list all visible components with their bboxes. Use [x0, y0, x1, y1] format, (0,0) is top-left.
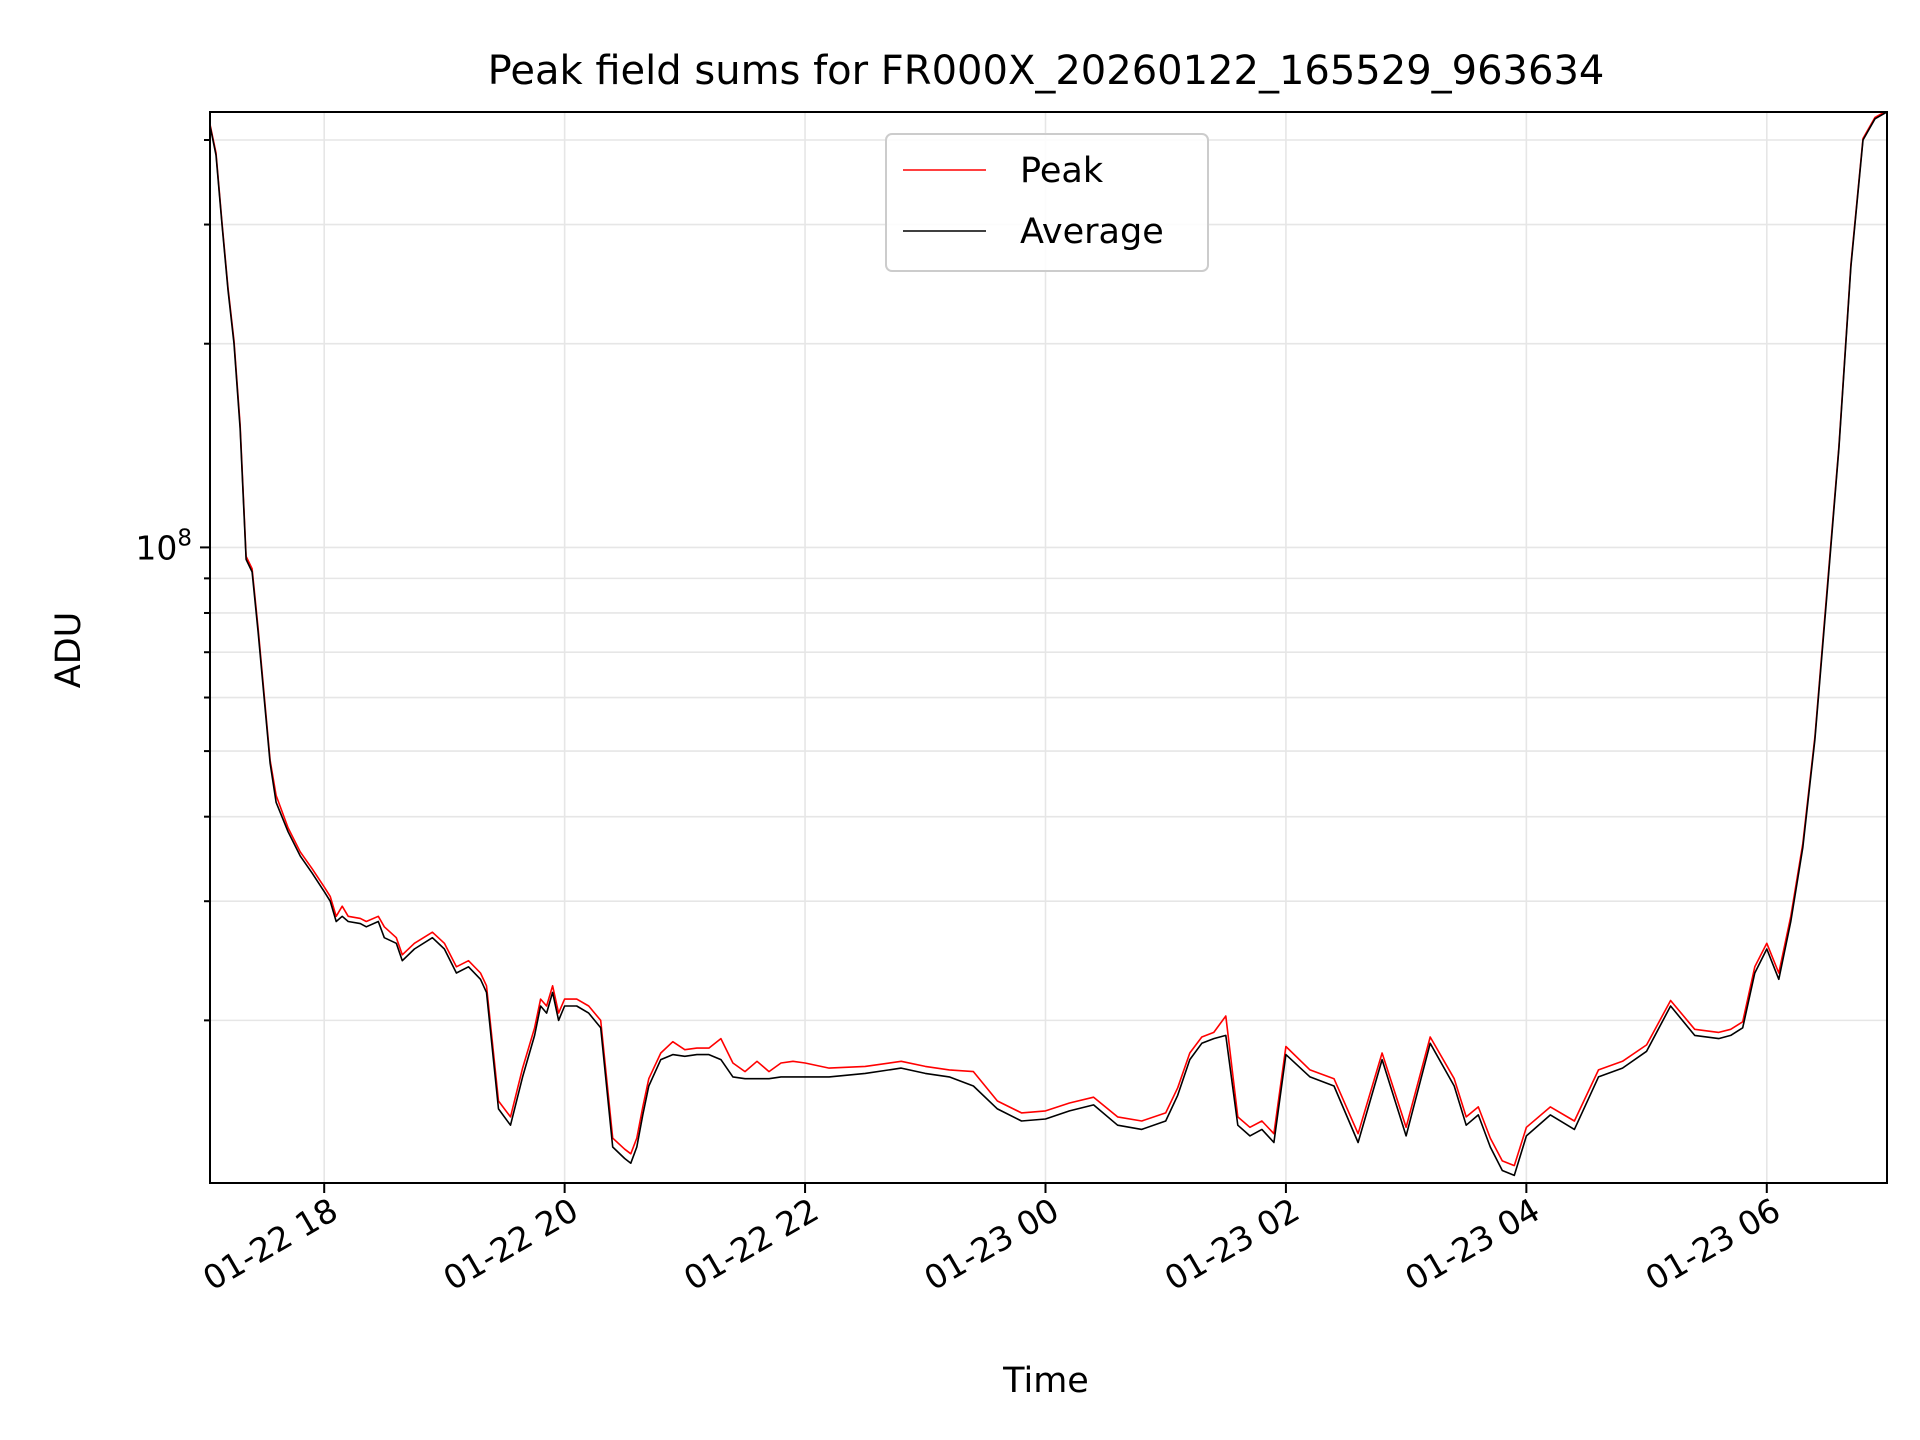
chart-title: Peak field sums for FR000X_20260122_1655… [488, 48, 1605, 94]
plot-frame [209, 111, 1888, 1184]
legend-box [885, 133, 1209, 272]
y-tick-label: 108 [135, 525, 192, 567]
y-axis-label: ADU [49, 612, 89, 689]
x-axis-label: Time [1002, 1361, 1089, 1401]
legend-average-label: Average [1020, 212, 1164, 252]
legend: Peak Average [885, 133, 1209, 272]
series-layer [210, 112, 1887, 1177]
y-axis-ticks: 108 [135, 139, 210, 1022]
peak-series-line [210, 112, 1887, 1167]
average-series-line [210, 112, 1887, 1177]
legend-peak-label: Peak [1020, 151, 1104, 191]
